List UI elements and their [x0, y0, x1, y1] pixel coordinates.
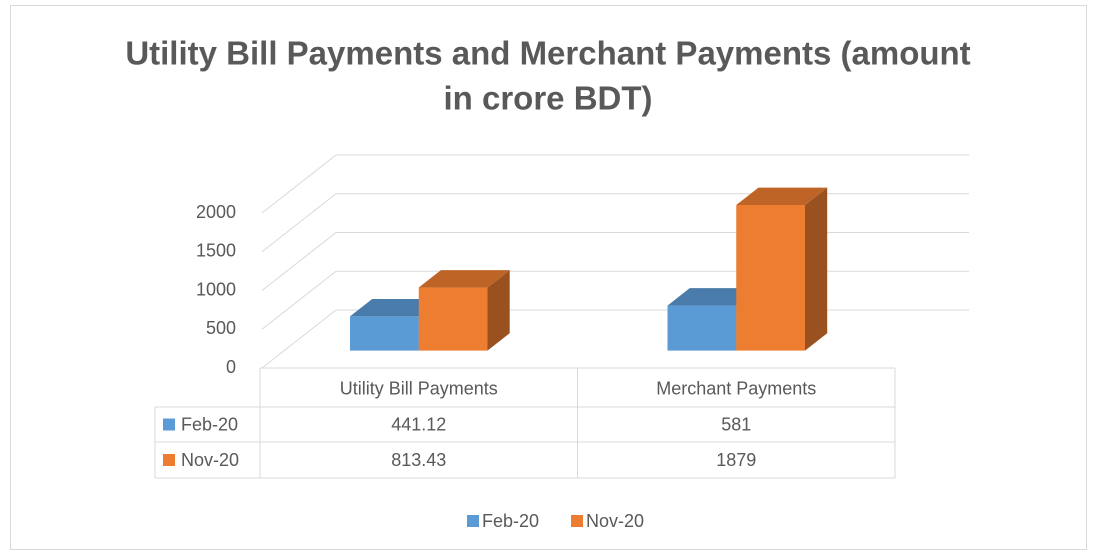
- table-value: 813.43: [391, 450, 446, 470]
- bar-top: [350, 299, 441, 317]
- table-value: 581: [721, 414, 751, 434]
- legend-label: Nov-20: [586, 511, 644, 531]
- bar-top: [667, 288, 759, 306]
- table-value: 1879: [716, 450, 756, 470]
- y-tick-label: 1500: [196, 241, 236, 261]
- legend-key: [163, 454, 175, 466]
- bar-side: [805, 187, 828, 351]
- grid-line: [261, 270, 337, 330]
- y-tick-label: 500: [206, 318, 236, 338]
- y-tick-label: 1000: [196, 279, 236, 299]
- bar: [736, 204, 805, 351]
- chart-title: in crore BDT): [443, 80, 652, 117]
- y-tick-label: 2000: [196, 202, 236, 222]
- table-header: Merchant Payments: [656, 378, 816, 398]
- grid-line: [261, 154, 337, 214]
- bar-top: [418, 270, 510, 288]
- legend-key: [571, 515, 583, 527]
- grid-line: [261, 232, 337, 291]
- table-value: 441.12: [391, 414, 446, 434]
- table-header: Utility Bill Payments: [340, 378, 498, 398]
- y-tick-label: 0: [226, 357, 236, 377]
- table-row-label: Nov-20: [181, 450, 239, 470]
- legend-label: Feb-20: [482, 511, 539, 531]
- table-row-label: Feb-20: [181, 414, 238, 434]
- grid-line: [261, 193, 337, 253]
- bar: [418, 287, 488, 351]
- bar-top: [736, 187, 828, 205]
- legend-key: [163, 418, 175, 431]
- chart-frame: [10, 5, 1087, 550]
- bar: [667, 305, 737, 351]
- bar-side: [487, 270, 510, 351]
- bar: [350, 316, 419, 351]
- grid-line: [261, 309, 337, 369]
- chart-title: Utility Bill Payments and Merchant Payme…: [125, 35, 970, 72]
- legend-key: [467, 515, 479, 527]
